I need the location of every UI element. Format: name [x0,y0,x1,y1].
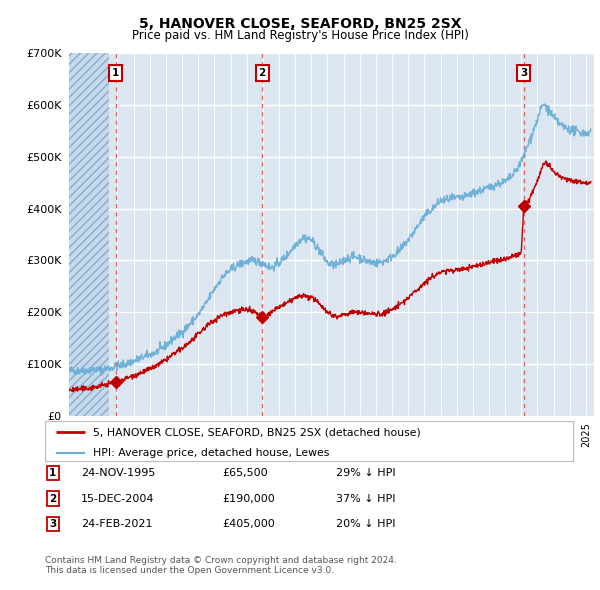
Text: 1: 1 [49,468,56,478]
Text: £405,000: £405,000 [222,519,275,529]
Text: 20% ↓ HPI: 20% ↓ HPI [336,519,395,529]
Text: 29% ↓ HPI: 29% ↓ HPI [336,468,395,478]
Text: 24-FEB-2021: 24-FEB-2021 [81,519,152,529]
Text: £65,500: £65,500 [222,468,268,478]
Text: 24-NOV-1995: 24-NOV-1995 [81,468,155,478]
Text: 5, HANOVER CLOSE, SEAFORD, BN25 2SX: 5, HANOVER CLOSE, SEAFORD, BN25 2SX [139,17,461,31]
Text: 15-DEC-2004: 15-DEC-2004 [81,494,155,503]
Text: 2: 2 [49,494,56,503]
Bar [69,53,109,416]
Text: 3: 3 [520,68,527,78]
Text: £190,000: £190,000 [222,494,275,503]
Text: 37% ↓ HPI: 37% ↓ HPI [336,494,395,503]
Text: 3: 3 [49,519,56,529]
Text: Contains HM Land Registry data © Crown copyright and database right 2024.
This d: Contains HM Land Registry data © Crown c… [45,556,397,575]
Text: Price paid vs. HM Land Registry's House Price Index (HPI): Price paid vs. HM Land Registry's House … [131,30,469,42]
Text: HPI: Average price, detached house, Lewes: HPI: Average price, detached house, Lewe… [92,448,329,458]
Text: 2: 2 [259,68,266,78]
Text: 1: 1 [112,68,119,78]
Text: 5, HANOVER CLOSE, SEAFORD, BN25 2SX (detached house): 5, HANOVER CLOSE, SEAFORD, BN25 2SX (det… [92,428,420,438]
